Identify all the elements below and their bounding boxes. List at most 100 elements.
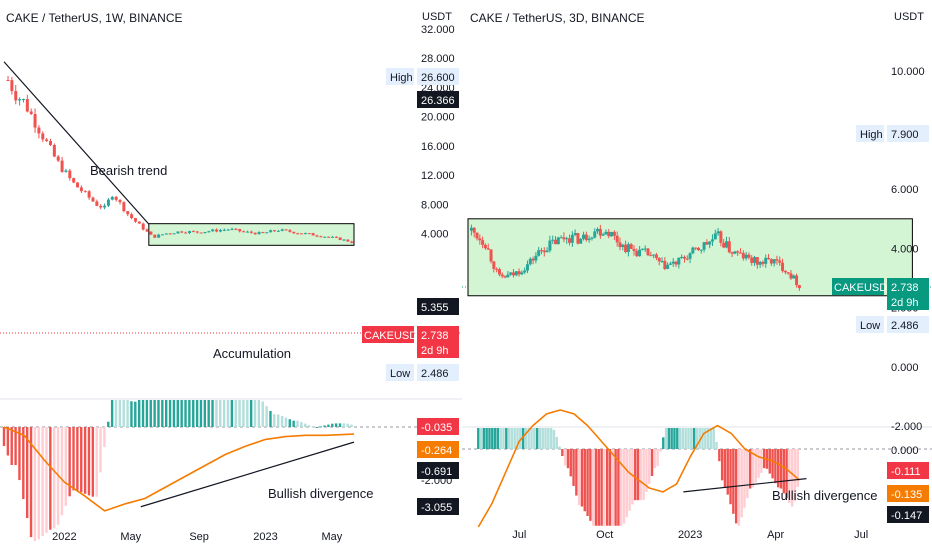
macd-histogram-bar [153, 400, 156, 427]
macd-histogram-bar [172, 400, 176, 427]
candle-body [576, 233, 580, 244]
macd-histogram-bar [6, 427, 10, 456]
macd-histogram-bar [95, 427, 98, 497]
candle-body [265, 232, 269, 234]
x-tick-label: Apr [767, 529, 784, 541]
candle-body [607, 231, 611, 237]
candle-body [741, 252, 745, 259]
divergence-line [140, 441, 355, 508]
macd-histogram-bar [648, 449, 651, 484]
macd-histogram-bar [634, 449, 637, 501]
candle-body [10, 80, 14, 92]
price-value: 2.738 [891, 282, 919, 294]
y-tick-label: 28.000 [421, 53, 455, 65]
candle-body [195, 231, 199, 233]
candle-body [284, 229, 288, 231]
macd-histogram-bar [779, 449, 783, 489]
candle-body [346, 239, 350, 242]
macd-histogram-bar [184, 400, 187, 427]
candle-body [199, 232, 203, 234]
candle-body [495, 268, 499, 270]
macd-histogram-bar [575, 449, 578, 496]
candle-body [245, 231, 249, 233]
macd-histogram-bar [617, 449, 620, 526]
candle-body [593, 231, 597, 238]
candle-body [76, 182, 80, 188]
macd-histogram-bar [211, 400, 214, 427]
macd-histogram-bar [273, 414, 276, 427]
candle-body [610, 231, 614, 237]
macd-histogram-bar [642, 449, 645, 500]
macd-low-value: -3.055 [421, 502, 452, 514]
macd-histogram-bar [687, 428, 690, 449]
candle-body [797, 285, 801, 289]
candle-body [234, 228, 238, 230]
macd-histogram-bar [134, 401, 137, 427]
macd-histogram-bar [176, 400, 179, 427]
macd-histogram-bar [195, 400, 199, 427]
symbol-tag [832, 278, 884, 295]
macd-histogram-bar [586, 449, 589, 517]
candle-body [145, 229, 149, 232]
low-label-tag [856, 316, 884, 333]
candle-body [153, 234, 157, 238]
candle-body [176, 231, 180, 234]
macd-histogram-bar [605, 449, 609, 526]
candle-body [99, 205, 103, 208]
macd-histogram-bar [796, 449, 800, 487]
macd-histogram-bar [793, 449, 797, 502]
candle-body [739, 252, 743, 254]
macd-histogram-bar [768, 449, 771, 474]
macd-line-value: -0.264 [421, 445, 452, 457]
macd-histogram-bar [222, 400, 226, 427]
candle-body [469, 227, 473, 231]
macd-histogram-bar [80, 427, 83, 493]
candle-body [52, 144, 56, 157]
candle-body [6, 80, 10, 81]
candle-body [37, 127, 41, 134]
candle-body [14, 91, 18, 101]
candle-body [91, 197, 95, 202]
countdown: 2d 9h [421, 345, 449, 357]
y-tick-label: -2.000 [891, 421, 922, 433]
macd-histogram-bar [122, 400, 125, 427]
candle-body [730, 252, 734, 254]
candle-body [506, 274, 510, 278]
chart-weekly-svg[interactable]: CAKE / TetherUS, 1W, BINANCE USDT 32.000… [0, 0, 462, 550]
candle-body [713, 233, 717, 240]
candle-body [733, 251, 737, 254]
candle-body [601, 234, 605, 236]
macd-histogram-bar [261, 401, 264, 427]
candle-body [203, 231, 207, 233]
candle-body [514, 271, 518, 276]
candle-body [307, 233, 311, 235]
macd-histogram-bar [64, 427, 67, 506]
chart-3d-svg[interactable]: CAKE / TetherUS, 3D, BINANCE USDT 10.000… [462, 0, 932, 550]
macd-histogram-bar [22, 427, 25, 500]
candle-body [164, 233, 168, 235]
macd-histogram-bar [600, 449, 603, 526]
candle-body [226, 229, 230, 231]
macd-histogram-bar [645, 449, 648, 492]
annotation-bearish-trend: Bearish trend [90, 163, 167, 178]
candle-body [222, 229, 226, 231]
macd-histogram-bar [664, 428, 668, 449]
candle-body [531, 258, 535, 261]
candle-body [562, 237, 566, 240]
chart-weekly[interactable]: CAKE / TetherUS, 1W, BINANCE USDT 32.000… [0, 0, 462, 550]
y-tick-label: 16.000 [421, 141, 455, 153]
candle-body [632, 248, 636, 251]
candle-body [764, 257, 768, 264]
high-value: 7.900 [891, 129, 919, 141]
candle-body [789, 273, 793, 279]
candle-body [45, 139, 49, 142]
drawing-lines [477, 409, 807, 528]
candle-body [612, 231, 616, 236]
x-tick-label: 2023 [253, 531, 277, 543]
candle-body [548, 240, 552, 251]
chart-3d[interactable]: CAKE / TetherUS, 3D, BINANCE USDT 10.000… [462, 0, 932, 550]
candle-body [528, 258, 532, 265]
macd-histogram-bar [774, 449, 777, 484]
candle-body [114, 196, 118, 200]
macd-histogram-bar [723, 449, 727, 488]
